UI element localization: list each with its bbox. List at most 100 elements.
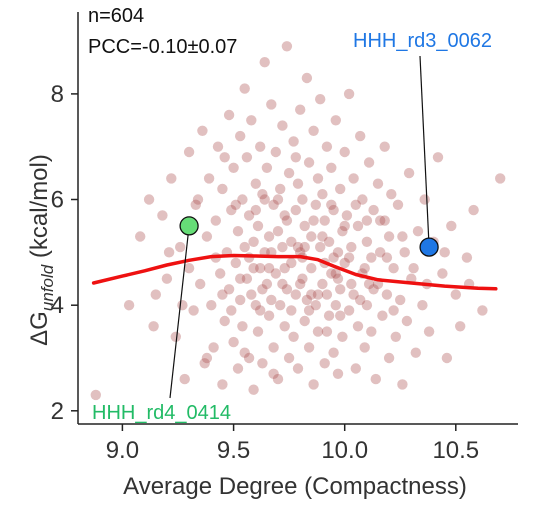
highlight-point — [179, 216, 199, 236]
data-point — [375, 215, 386, 226]
data-point — [292, 241, 304, 253]
data-point — [272, 373, 284, 385]
data-point — [257, 358, 268, 369]
data-point — [235, 130, 246, 142]
data-point — [368, 204, 379, 216]
data-point — [275, 300, 286, 311]
data-point — [455, 321, 466, 332]
data-point — [279, 321, 290, 332]
data-point — [228, 336, 239, 348]
data-point — [292, 363, 304, 374]
data-point — [361, 215, 373, 226]
data-point — [239, 241, 250, 253]
data-point — [366, 252, 377, 263]
data-point — [235, 273, 246, 284]
data-point — [377, 310, 388, 321]
data-point — [243, 210, 255, 221]
data-point — [312, 289, 324, 300]
data-point — [366, 326, 377, 337]
data-point — [439, 247, 450, 258]
data-point — [310, 199, 321, 210]
data-point — [381, 252, 393, 263]
data-point — [437, 268, 448, 279]
data-point — [395, 294, 406, 306]
data-point — [226, 305, 237, 316]
data-point — [441, 352, 453, 364]
data-point — [277, 241, 288, 253]
data-point — [170, 331, 181, 342]
x-axis-title: Average Degree (Compactness) — [123, 473, 467, 500]
data-point — [90, 389, 102, 401]
data-point — [317, 189, 328, 200]
data-point — [397, 379, 408, 390]
data-point — [235, 294, 246, 306]
data-point — [348, 173, 359, 184]
data-point — [286, 236, 297, 247]
data-point — [383, 231, 395, 242]
data-point — [352, 321, 364, 332]
data-point — [188, 305, 199, 316]
data-point — [346, 278, 357, 290]
data-point — [317, 231, 328, 242]
data-point — [123, 300, 135, 311]
data-point — [432, 152, 444, 163]
data-point — [230, 199, 241, 210]
data-point — [343, 88, 355, 100]
data-point — [319, 358, 330, 369]
data-point — [239, 83, 250, 94]
x-tick-label: 9.0 — [106, 437, 139, 464]
highlight-label: HHH_rd4_0414 — [92, 402, 231, 424]
data-point — [357, 194, 368, 205]
data-point — [241, 273, 253, 284]
data-point — [370, 373, 381, 385]
data-point — [248, 384, 259, 395]
data-point — [339, 146, 350, 158]
y-axis-title: ΔGunfold (kcal/mol) — [26, 154, 57, 346]
y-axis-title-rest: (kcal/mol) — [26, 154, 53, 265]
data-point — [252, 326, 264, 337]
data-point — [326, 199, 337, 210]
data-point — [257, 189, 268, 200]
data-point — [268, 199, 279, 210]
data-point — [346, 241, 357, 253]
data-point — [183, 263, 195, 274]
data-point — [317, 278, 328, 290]
data-point — [195, 278, 206, 290]
x-tick-label: 9.5 — [217, 437, 250, 464]
y-tick-label: 8 — [51, 81, 64, 108]
data-point — [359, 342, 370, 353]
data-point — [270, 146, 281, 158]
data-point — [328, 347, 339, 358]
data-point — [417, 300, 428, 311]
data-point — [288, 331, 299, 342]
data-point — [292, 178, 304, 189]
data-point — [323, 236, 335, 247]
data-point — [197, 125, 208, 136]
y-ticks: 2 4 6 8 — [51, 81, 78, 425]
data-point — [143, 194, 155, 205]
data-point — [419, 194, 430, 205]
data-point — [306, 231, 317, 242]
data-points — [90, 41, 506, 401]
data-point — [359, 263, 370, 274]
data-point — [355, 130, 366, 142]
data-point — [248, 263, 259, 274]
data-point — [312, 326, 324, 337]
y-axis-title-sub: unfold — [38, 264, 57, 311]
data-point — [295, 104, 306, 115]
data-point — [250, 204, 261, 216]
data-point — [361, 236, 373, 247]
y-tick-label: 2 — [51, 398, 64, 425]
data-point — [306, 263, 317, 274]
data-point — [468, 204, 479, 216]
data-point — [281, 41, 293, 52]
data-point — [232, 363, 244, 374]
data-point — [303, 305, 315, 316]
data-point — [337, 226, 348, 237]
data-point — [339, 220, 350, 232]
data-point — [299, 220, 310, 232]
data-point — [279, 210, 290, 221]
data-point — [343, 252, 355, 263]
data-point — [321, 326, 333, 337]
